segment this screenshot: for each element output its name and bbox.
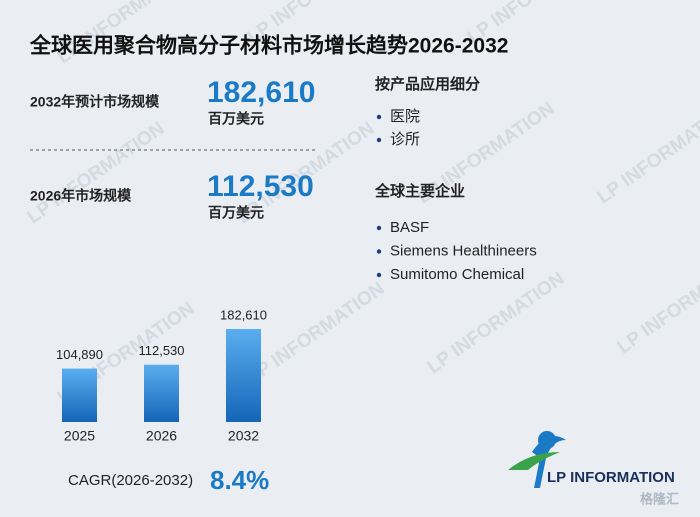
title: 全球医用聚合物高分子材料市场增长趋势2026-2032 [29,34,508,58]
list-item: 医院 [390,107,420,125]
source-badge: 格隆汇 [640,491,679,506]
stat-unit: 百万美元 [208,111,264,127]
stat-label: 2032年预计市场规模 [30,94,160,110]
companies-list: BASF Siemens Healthineers Sumitomo Chemica… [376,219,537,283]
segments-heading: 按产品应用细分 [375,75,480,93]
stat-label: 2026年市场规模 [30,188,132,204]
logo-icon [508,431,566,488]
value-label: 182,610 [220,307,267,322]
category-label: 2032 [228,428,259,444]
bullet [376,225,382,231]
bullet [376,272,382,278]
companies-heading: 全球主要企业 [374,182,465,200]
bullet [376,137,382,143]
cagr-value: 8.4% [210,465,269,495]
stat-value: 182,610 [207,76,315,109]
value-label: 112,530 [138,343,184,358]
bar [144,364,179,422]
category-label: 2025 [64,428,95,444]
stat-value: 112,530 [207,170,314,203]
bullet [376,114,382,120]
list-item: Siemens Healthineers [390,242,537,259]
bar [62,368,97,422]
bar [226,329,261,422]
list-item: BASF [390,219,429,236]
logo-text: LP INFORMATION [547,469,675,486]
list-item: Sumitomo Chemical [390,266,524,283]
category-label: 2026 [146,428,177,444]
cagr-label: CAGR(2026-2032) [68,472,193,489]
bar-chart: 104,890 2025 112,530 2026 182,610 2032 [56,307,267,443]
stat-unit: 百万美元 [208,205,264,221]
list-item: 诊所 [390,131,420,148]
value-label: 104,890 [56,347,103,362]
bullet [376,249,382,254]
